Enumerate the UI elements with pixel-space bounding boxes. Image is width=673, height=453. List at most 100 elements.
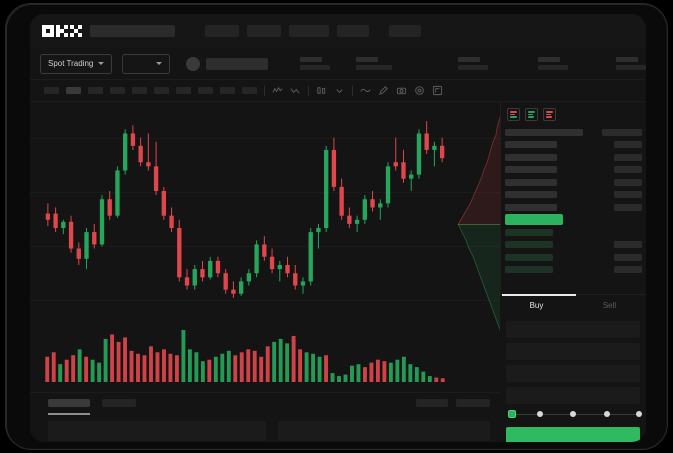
divider (352, 85, 353, 96)
orderbook-price (505, 128, 583, 136)
orderbook-size (614, 266, 642, 273)
orderbook-row[interactable] (505, 227, 642, 237)
bar-chart-icon[interactable] (290, 85, 301, 96)
timeframe-button[interactable] (132, 87, 147, 94)
stat-label (538, 57, 560, 62)
nav-item-2[interactable] (247, 25, 281, 37)
stat-item (616, 57, 646, 70)
candlestick-icon[interactable] (316, 85, 327, 96)
tab-buy[interactable]: Buy (529, 301, 544, 310)
tab-sell[interactable]: Sell (602, 301, 617, 310)
nav-item-1[interactable] (205, 25, 239, 37)
market-stats (300, 57, 646, 70)
timeframe-button[interactable] (154, 87, 169, 94)
orderbook-asks-icon[interactable] (543, 108, 556, 121)
orderbook-row[interactable] (505, 240, 642, 250)
slider-step-50[interactable] (570, 411, 576, 417)
orderbook-size (614, 241, 642, 248)
line-chart-icon[interactable] (272, 85, 283, 96)
submit-order-button[interactable] (506, 427, 640, 442)
orderbook-row[interactable] (505, 140, 642, 150)
orderbook-rows[interactable] (501, 125, 646, 275)
orderbook-size (614, 203, 642, 211)
timeframe-button[interactable] (110, 87, 125, 94)
logo-letter-o (42, 25, 54, 37)
orderbook-price (505, 253, 553, 261)
nav-item-3[interactable] (289, 25, 329, 37)
order-form-fields (500, 315, 646, 404)
orders-panel-right[interactable] (278, 421, 490, 441)
orderbook-row[interactable] (505, 152, 642, 162)
okx-logo[interactable] (42, 25, 82, 37)
orderbook-size (614, 253, 642, 261)
tab-order-history[interactable] (102, 399, 136, 407)
timeframe-button[interactable] (176, 87, 191, 94)
timeframe-button[interactable] (242, 87, 257, 94)
gridline (30, 192, 500, 193)
wave-indicator-icon[interactable] (360, 85, 371, 96)
camera-icon[interactable] (396, 85, 407, 96)
pencil-icon[interactable] (378, 85, 389, 96)
stat-item (356, 57, 392, 70)
order-field[interactable] (506, 365, 640, 382)
timeframe-button[interactable] (88, 87, 103, 94)
orderbook-both-icon[interactable] (507, 108, 520, 121)
price-chart[interactable] (30, 102, 500, 392)
order-field[interactable] (506, 343, 640, 360)
stat-value (458, 65, 488, 70)
orderbook-row[interactable] (505, 177, 642, 187)
orderbook-price (505, 214, 563, 225)
slider-step-100[interactable] (636, 411, 642, 417)
chart-toolbar (30, 80, 646, 102)
amount-slider[interactable] (508, 409, 642, 421)
order-field[interactable] (506, 387, 640, 404)
settings-gear-icon[interactable] (414, 85, 425, 96)
market-depth-overlay (457, 114, 506, 354)
chevron-down-icon[interactable] (334, 85, 345, 96)
divider (264, 85, 265, 96)
orderbook-row[interactable] (505, 165, 642, 175)
orderbook-price (505, 178, 557, 186)
orderbook-price (505, 266, 553, 273)
market-type-selector[interactable]: Spot Trading (40, 53, 113, 74)
orderbook-size (614, 153, 642, 161)
tab-open-orders[interactable] (48, 399, 90, 407)
pair-price-block (206, 57, 268, 70)
slider-handle[interactable] (508, 410, 516, 418)
orderbook-price (505, 141, 557, 148)
candlestick-series (45, 121, 445, 298)
chevron-down-icon (98, 62, 105, 65)
orderbook-row[interactable] (505, 202, 642, 212)
orderbook-row[interactable] (505, 214, 642, 225)
market-type-label: Spot Trading (48, 59, 94, 68)
device-frame: Spot Trading (5, 3, 668, 450)
search-input[interactable] (90, 25, 175, 37)
logo-letter-x (70, 25, 82, 37)
stat-item (300, 57, 330, 70)
orderbook-price (505, 153, 557, 161)
orderbook-row[interactable] (505, 252, 642, 262)
order-field[interactable] (506, 321, 640, 338)
slider-step-75[interactable] (604, 411, 610, 417)
stat-value (300, 65, 330, 70)
nav-item-4[interactable] (337, 25, 369, 37)
slider-step-25[interactable] (537, 411, 543, 417)
orderbook-size (614, 178, 642, 186)
trading-pair-selector[interactable] (122, 53, 170, 74)
timeframe-button[interactable] (220, 87, 235, 94)
gridline (30, 300, 500, 301)
volume-histogram (45, 330, 445, 382)
orderbook-row[interactable] (505, 265, 642, 275)
nav-item-5[interactable] (389, 25, 421, 37)
orders-action-2[interactable] (456, 399, 490, 407)
timeframe-button[interactable] (198, 87, 213, 94)
orderbook-row[interactable] (505, 127, 642, 137)
fullscreen-icon[interactable] (432, 85, 443, 96)
timeframe-button-active[interactable] (66, 87, 81, 94)
orders-panel-left[interactable] (48, 421, 266, 441)
orders-action-1[interactable] (416, 399, 448, 407)
orderbook-row[interactable] (505, 190, 642, 200)
orderbook-bids-icon[interactable] (525, 108, 538, 121)
timeframe-button[interactable] (44, 87, 59, 94)
